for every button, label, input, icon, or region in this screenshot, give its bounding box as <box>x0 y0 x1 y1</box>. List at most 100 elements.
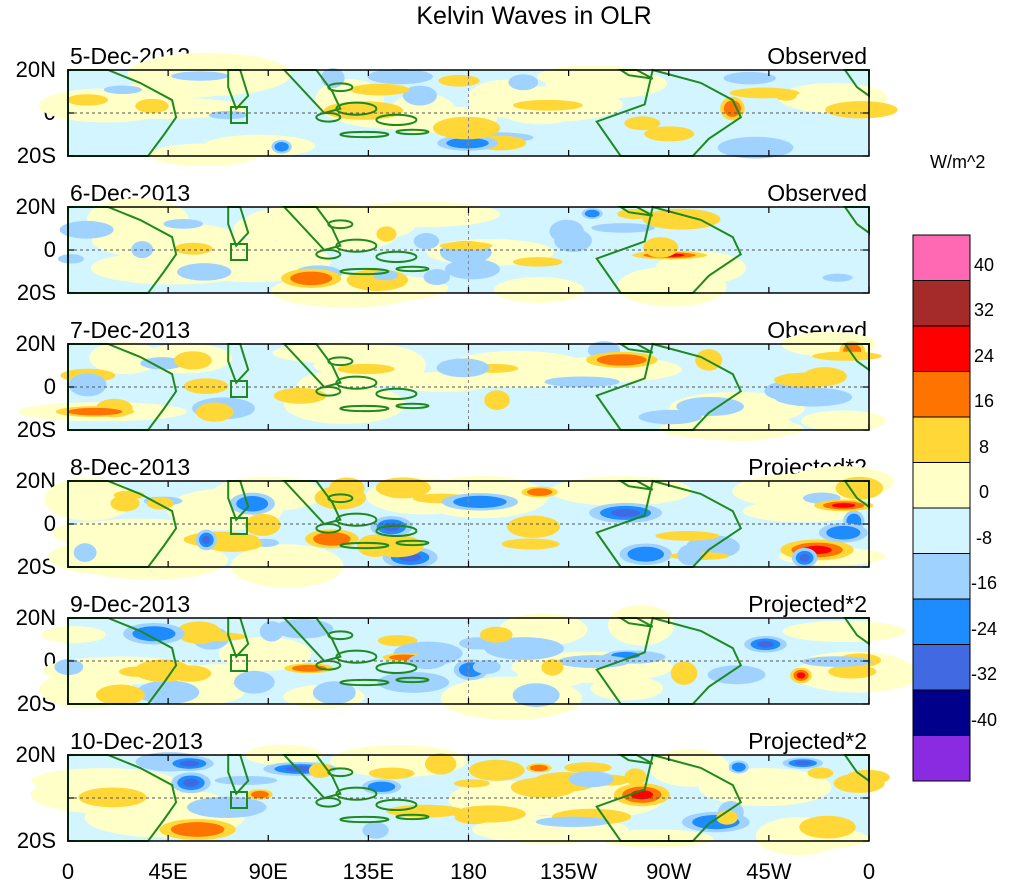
olr-anomaly-contour <box>402 85 437 106</box>
island <box>395 402 430 410</box>
olr-anomaly-contour <box>549 219 584 243</box>
island <box>327 219 354 230</box>
island <box>375 387 418 401</box>
olr-anomaly-contour <box>468 759 525 781</box>
x-tick-label: 0 <box>61 859 75 884</box>
olr-anomaly-contour <box>202 535 211 545</box>
olr-anomaly-contour <box>52 521 128 545</box>
olr-anomaly-contour <box>290 271 333 286</box>
olr-anomaly-contour <box>66 94 109 106</box>
olr-anomaly-contour <box>362 822 389 839</box>
island <box>375 661 418 675</box>
olr-anomaly-contour <box>479 626 513 643</box>
olr-anomaly-contour <box>568 771 614 788</box>
olr-anomaly-contour <box>233 670 275 694</box>
olr-anomaly-contour <box>413 232 440 250</box>
olr-anomaly-contour <box>44 477 135 521</box>
island <box>339 815 390 824</box>
olr-anomaly-contour <box>140 357 185 370</box>
panel-type-label: Observed <box>767 180 867 206</box>
olr-anomaly-contour <box>134 659 192 683</box>
olr-anomaly-contour <box>375 477 431 499</box>
colorbar-swatch <box>912 371 971 418</box>
x-tick-label: 45W <box>746 859 792 884</box>
olr-anomaly-contour <box>627 546 665 562</box>
olr-anomaly-contour <box>822 273 853 282</box>
island <box>339 678 390 687</box>
olr-anomaly-contour <box>236 495 269 512</box>
island <box>375 113 418 127</box>
olr-anomaly-contour <box>801 656 872 667</box>
island <box>339 267 390 276</box>
olr-anomaly-contour <box>31 768 175 794</box>
olr-anomaly-contour <box>617 266 727 307</box>
olr-anomaly-contour <box>251 790 269 799</box>
map-panel <box>38 52 898 167</box>
olr-anomaly-contour <box>203 134 316 158</box>
olr-anomaly-contour <box>550 476 692 506</box>
olr-anomaly-contour <box>454 810 493 825</box>
olr-anomaly-contour <box>835 476 884 500</box>
colorbar-label: 16 <box>973 391 995 411</box>
x-tick-label: 45E <box>148 859 188 884</box>
y-tick-label: 20N <box>15 468 56 493</box>
olr-anomaly-contour <box>799 815 856 839</box>
colorbar-label: 0 <box>978 482 989 502</box>
panel-date-label: 9-Dec-2013 <box>70 591 191 617</box>
olr-anomaly-contour <box>596 354 647 366</box>
olr-anomaly-contour <box>59 220 114 239</box>
olr-anomaly-contour <box>370 535 424 558</box>
olr-anomaly-contour <box>438 74 480 87</box>
olr-anomaly-contour <box>312 681 356 705</box>
colorbar <box>912 234 971 782</box>
olr-anomaly-contour <box>507 515 561 538</box>
olr-anomaly-contour <box>513 99 583 111</box>
olr-anomaly-contour <box>677 544 703 566</box>
olr-anomaly-contour <box>688 411 794 442</box>
olr-anomaly-contour <box>273 387 327 404</box>
y-tick-label: 0 <box>43 237 56 262</box>
olr-anomaly-contour <box>530 764 548 772</box>
olr-anomaly-contour <box>376 226 397 242</box>
olr-anomaly-contour <box>174 242 213 255</box>
olr-anomaly-contour <box>512 257 563 267</box>
olr-anomaly-contour <box>799 553 810 562</box>
olr-anomaly-contour <box>698 768 832 807</box>
panel-date-label: 7-Dec-2013 <box>70 317 191 343</box>
panel-type-label: Projected*2 <box>748 591 867 617</box>
y-tick-label: 20S <box>16 280 56 305</box>
olr-anomaly-contour <box>812 351 882 361</box>
olr-anomaly-contour <box>313 532 351 546</box>
olr-anomaly-contour <box>446 137 489 149</box>
olr-anomaly-contour <box>716 810 738 825</box>
olr-anomaly-contour <box>828 664 877 679</box>
olr-anomaly-contour <box>176 621 222 644</box>
olr-anomaly-contour <box>367 69 433 85</box>
olr-anomaly-contour <box>723 71 776 85</box>
map-panel <box>57 198 870 308</box>
region-box <box>230 791 248 809</box>
olr-anomaly-contour <box>71 540 228 580</box>
map-panel <box>44 466 895 588</box>
colorbar-label: -40 <box>970 709 997 730</box>
y-tick-label: 20N <box>15 742 56 767</box>
olr-anomaly-contour <box>774 387 853 407</box>
colorbar-swatch <box>912 644 971 691</box>
colorbar-swatch <box>912 598 971 645</box>
island <box>327 82 354 93</box>
olr-anomaly-contour <box>432 116 501 140</box>
olr-anomaly-contour <box>453 779 490 788</box>
island <box>339 541 390 550</box>
x-tick-label: 90E <box>248 859 288 884</box>
olr-anomaly-contour <box>717 136 794 159</box>
olr-anomaly-contour <box>655 531 720 541</box>
olr-anomaly-contour <box>624 116 661 131</box>
olr-anomaly-contour <box>103 85 142 95</box>
olr-anomaly-contour <box>484 390 510 410</box>
olr-anomaly-contour <box>218 637 312 671</box>
olr-anomaly-contour <box>67 407 123 416</box>
olr-anomaly-contour <box>794 760 811 766</box>
island <box>327 767 354 778</box>
olr-anomaly-contour <box>453 495 507 508</box>
